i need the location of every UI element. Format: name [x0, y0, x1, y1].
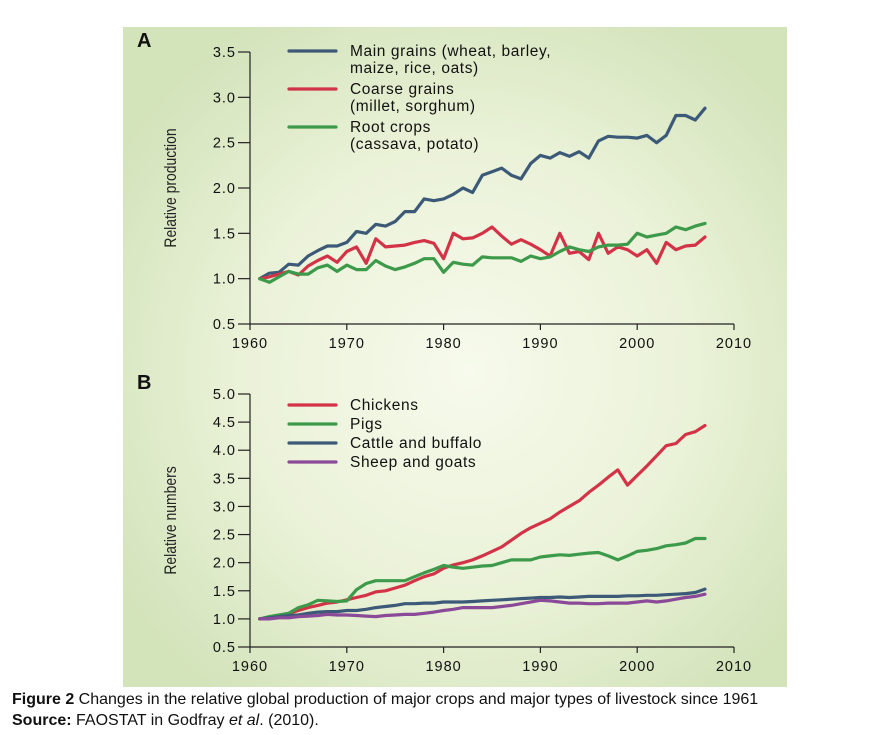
legend-label-coarse-grains: Coarse grains	[350, 81, 454, 98]
legend-label-chickens: Chickens	[350, 397, 419, 414]
panel-b-chart: B Relative numbers 0.5 1.0 1.5 2.0 2.5 3.0 3.5 4.…	[137, 372, 752, 675]
series-line-root-crops	[258, 221, 707, 284]
series-line-pigs	[258, 536, 707, 621]
y-tick-label: 1.5	[213, 584, 236, 600]
y-tick-label: 4.5	[213, 415, 236, 431]
x-tick-label: 2010	[716, 659, 752, 675]
x-tick-label: 1980	[425, 336, 461, 352]
legend-label-root-crops: Root crops	[350, 119, 431, 136]
legend-label-root-crops: (cassava, potato)	[350, 136, 479, 153]
series-line-main-grains	[258, 106, 707, 281]
series-line-cattle-and-buffalo	[258, 587, 707, 621]
y-tick-label: 2.5	[213, 136, 236, 152]
x-tick-label: 1960	[232, 336, 268, 352]
y-tick-label: 0.5	[213, 317, 236, 333]
panel-letter: A	[137, 30, 151, 52]
y-axis-label: Relative numbers	[162, 466, 181, 575]
x-tick-label: 2010	[716, 336, 752, 352]
x-tick-label: 2000	[619, 659, 655, 675]
y-tick-label: 1.5	[213, 226, 236, 242]
x-tick-label: 1990	[522, 659, 558, 675]
y-tick-label: 1.0	[213, 612, 236, 628]
y-tick-label: 3.5	[213, 45, 236, 61]
caption-figure-text: Changes in the relative global productio…	[74, 691, 759, 708]
y-tick-label: 1.0	[213, 272, 236, 288]
y-tick-label: 2.0	[213, 556, 236, 572]
x-tick-label: 1970	[329, 659, 365, 675]
figure-caption: Figure 2 Changes in the relative global …	[12, 689, 878, 731]
caption-line-2: Source: FAOSTAT in Godfray et al. (2010)…	[12, 710, 878, 731]
legend-label-sheep-and-goats: Sheep and goats	[350, 454, 476, 471]
y-tick-label: 2.5	[213, 528, 236, 544]
figure-background	[123, 27, 787, 687]
legend-label-cattle-and-buffalo: Cattle and buffalo	[350, 435, 482, 452]
legend-label-main-grains: maize, rice, oats)	[350, 60, 479, 77]
caption-source-text: FAOSTAT in Godfray	[71, 712, 229, 729]
caption-source-italic: et al	[228, 712, 260, 729]
caption-source-text-end: . (2010).	[259, 712, 319, 729]
y-tick-label: 5.0	[213, 387, 236, 403]
caption-line-1: Figure 2 Changes in the relative global …	[12, 689, 878, 710]
legend-label-pigs: Pigs	[350, 416, 383, 433]
caption-figure-label: Figure 2	[12, 691, 75, 708]
series-line-coarse-grains	[258, 225, 707, 281]
panel-a-chart: A Relative production 0.5 1.0 1.5 2.0 2.5 3.0 3.…	[137, 30, 752, 352]
y-tick-label: 4.0	[213, 443, 236, 459]
caption-source-label: Source:	[12, 712, 72, 729]
x-tick-label: 2000	[619, 336, 655, 352]
y-tick-label: 3.0	[213, 499, 236, 515]
y-axis-label: Relative production	[162, 128, 181, 247]
x-tick-label: 1970	[329, 336, 365, 352]
x-tick-label: 1960	[232, 659, 268, 675]
y-tick-label: 3.0	[213, 90, 236, 106]
legend-label-main-grains: Main grains (wheat, barley,	[350, 43, 551, 60]
x-tick-label: 1980	[425, 659, 461, 675]
series-line-sheep-and-goats	[258, 592, 707, 621]
legend-label-coarse-grains: (millet, sorghum)	[350, 98, 476, 115]
y-tick-label: 0.5	[213, 640, 236, 656]
y-tick-label: 2.0	[213, 181, 236, 197]
y-tick-label: 3.5	[213, 471, 236, 487]
panel-letter: B	[137, 372, 151, 394]
x-tick-label: 1990	[522, 336, 558, 352]
